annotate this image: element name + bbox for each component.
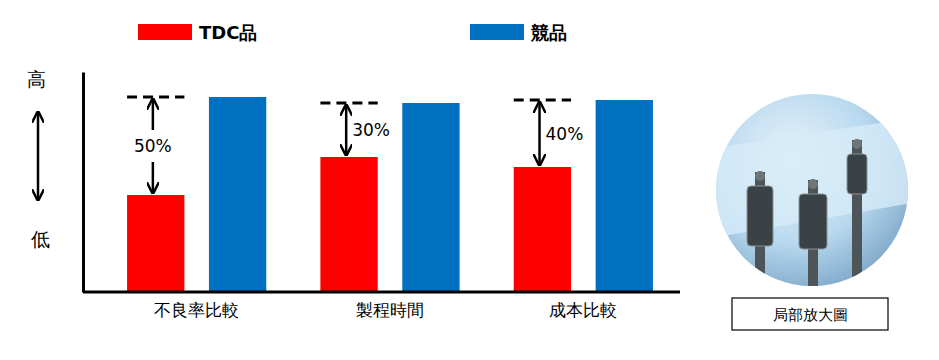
chart-svg: 不良率比較製程時間成本比較50%30%40%TDC品競品高低局部放大圖 <box>0 0 939 360</box>
tool-body <box>847 154 867 194</box>
bar <box>402 103 459 292</box>
arrow <box>345 105 348 155</box>
bar <box>320 157 377 292</box>
annotation-label: 50% <box>134 136 172 156</box>
bars <box>127 97 653 292</box>
annotation-label: 30% <box>352 120 390 140</box>
tool-tip <box>808 179 818 189</box>
reference-line <box>320 102 377 105</box>
tool-tip <box>755 171 765 181</box>
y-label-low: 低 <box>31 228 50 250</box>
bar <box>514 167 571 292</box>
annotations: 50% 30% 40% <box>127 97 583 193</box>
legend: TDC品 競品 <box>138 22 567 43</box>
tool-tip <box>852 139 862 149</box>
bar <box>127 195 184 292</box>
legend-label: TDC品 <box>199 22 257 43</box>
reference-line <box>514 99 571 102</box>
y-direction: 高低 <box>27 68 50 250</box>
x-tick: 不良率比較 <box>154 292 239 320</box>
y-axis-line <box>82 73 85 293</box>
arrow <box>538 102 541 165</box>
y-label-high: 高 <box>27 68 46 90</box>
x-axis: 不良率比較 製程時間 成本比較 <box>83 292 680 320</box>
x-tick-label: 不良率比較 <box>154 300 239 320</box>
legend-label: 競品 <box>530 22 567 43</box>
x-axis-line <box>83 291 680 294</box>
tool-body <box>799 194 827 249</box>
arrow <box>152 162 155 193</box>
x-tick: 製程時間 <box>356 292 424 320</box>
arrow <box>152 99 155 130</box>
x-tick: 成本比較 <box>549 292 617 320</box>
legend-swatch <box>470 24 524 40</box>
detail-photo: 局部放大圖 <box>700 94 930 360</box>
direction-arrow <box>37 112 40 200</box>
annotation-label: 40% <box>546 124 584 144</box>
x-tick-label: 製程時間 <box>356 300 424 320</box>
caption-text: 局部放大圖 <box>773 306 848 324</box>
caption-box <box>732 298 888 330</box>
y-axis <box>83 73 84 293</box>
bar <box>596 100 653 292</box>
legend-swatch <box>138 24 192 40</box>
x-tick-label: 成本比較 <box>549 300 617 320</box>
reference-line <box>127 96 184 99</box>
tool-body <box>747 186 773 246</box>
photo-content <box>700 120 930 360</box>
bar <box>209 97 266 292</box>
